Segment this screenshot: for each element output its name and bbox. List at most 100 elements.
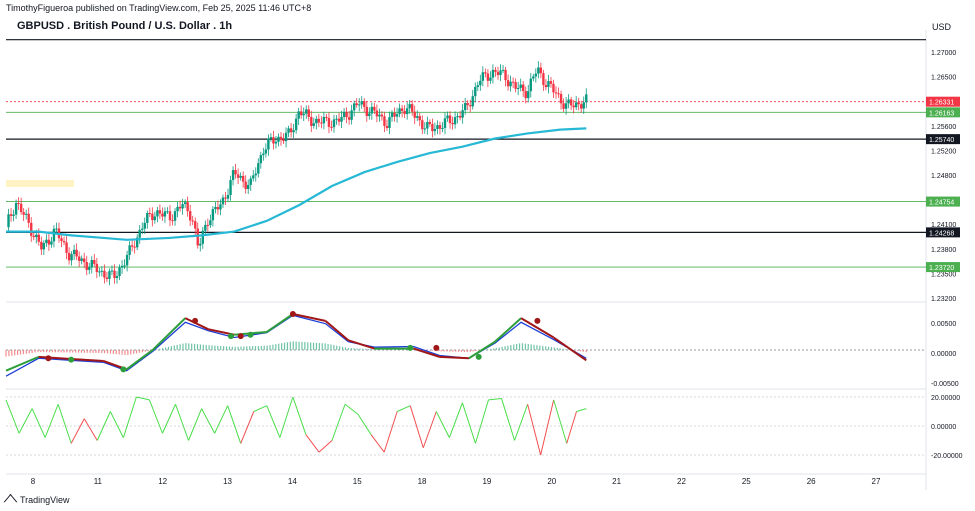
candle-body [524,91,527,99]
candle-body [476,85,479,88]
momentum-line-segment [357,414,372,435]
candle-body [539,67,543,74]
candle-body [62,241,66,243]
momentum-line-segment [292,396,307,435]
candle-body [511,81,515,83]
oscillator-slow-segment [413,347,440,358]
candle-body [405,108,409,115]
candle-body [461,110,464,118]
time-tick-label: 18 [418,477,427,486]
time-tick-label: 21 [612,477,621,486]
candle-body [191,220,194,222]
candle-body [196,228,199,246]
momentum-line-segment [396,405,411,412]
momentum-line-segment [409,405,424,448]
candle-body [231,170,235,181]
candle-body [542,73,545,85]
candle-body [45,239,48,243]
cross-point-marker [247,331,254,338]
momentum-line-segment [188,408,203,441]
candle-body [438,125,442,129]
oscillator-slow-segment [553,336,587,362]
candle-body [289,128,293,133]
candle-body [113,270,116,279]
candle-body [355,103,358,106]
momentum-line-segment [383,411,398,453]
ema-line [6,127,587,241]
candle-body [42,242,46,250]
candle-body [317,118,321,123]
momentum-line-segment [122,396,137,438]
level-price-tag [926,134,960,145]
candle-body [110,270,114,272]
candle-body [252,175,255,179]
candle-body [554,92,558,94]
momentum-line-segment [227,405,242,444]
candle-body [335,118,338,120]
tradingview-logo-icon: ⟋⟍ [4,494,17,505]
candle-body [529,78,532,92]
cross-point-marker [407,344,414,351]
candle-body [466,103,469,106]
candle-body [577,102,580,105]
candle-body [398,108,401,115]
candle-body [125,254,129,266]
candle-body [93,260,96,264]
candle-body [580,104,583,109]
candle-body [363,101,366,107]
candle-body [469,105,472,107]
candle-body [307,109,310,118]
candle-body [194,221,197,229]
cross-point-marker [227,333,234,340]
candle-body [47,239,51,245]
momentum-line-segment [305,434,320,453]
candle-body [564,103,568,109]
oscillator-slow-segment [347,339,375,350]
candle-body [55,228,58,230]
candle-body [481,72,485,81]
candle-body [390,112,394,118]
candle-body [148,213,152,215]
time-tick-label: 12 [158,477,167,486]
candle-body [358,104,361,106]
cross-point-marker [475,353,482,360]
candle-body [143,222,146,229]
candle-body [95,263,99,273]
momentum-line-segment [448,402,463,438]
candle-body [272,137,275,144]
candle-body [360,101,363,105]
candle-body [105,277,109,279]
candle-body [269,137,273,139]
candle-body [85,262,88,270]
currency-label[interactable]: USD [932,22,952,32]
candle-body [60,238,63,242]
momentum-tick-label: 20.00000 [931,395,960,402]
candle-body [186,202,189,212]
candle-body [557,93,560,95]
candle-body [267,138,270,150]
candle-body [80,258,83,261]
candle-body [22,212,25,215]
candle-body [70,254,73,261]
momentum-line-segment [266,405,281,438]
level-price-label: 1.24268 [929,230,954,237]
cross-point-marker [534,317,541,324]
candle-body [418,116,421,121]
candle-body [395,114,399,117]
candle-body [178,206,182,209]
level-price-tag [926,96,960,107]
candle-body [14,203,18,215]
cross-point-marker [289,310,296,317]
candle-body [509,81,512,87]
momentum-line-segment [331,404,346,441]
price-tick-label: 1.23500 [931,271,956,278]
price-tick-label: 1.25200 [931,148,956,155]
momentum-line-segment [540,399,555,456]
candle-body [352,103,356,111]
oscillator-slow-segment [5,355,39,372]
candle-body [287,128,290,133]
candle-body [67,252,71,261]
oscillator-tick-label: 0.00000 [931,351,956,358]
candle-body [17,203,20,205]
